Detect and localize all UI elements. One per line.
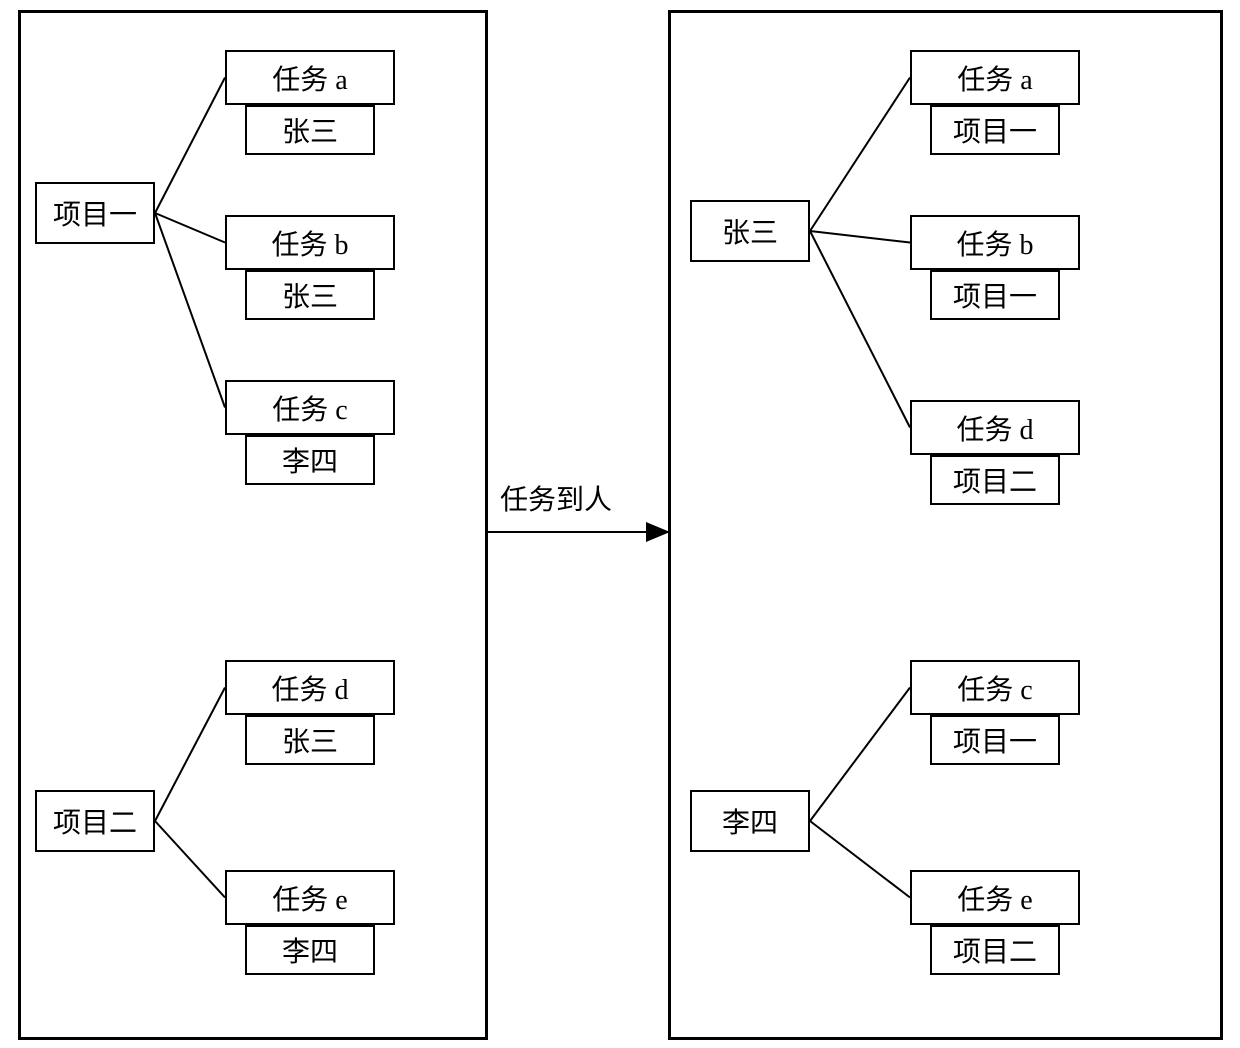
node-L_task_c: 任务 c xyxy=(225,380,395,435)
node-L_task_b: 任务 b xyxy=(225,215,395,270)
node-R_sub_e2: 项目二 xyxy=(930,925,1060,975)
node-L_sub_d: 张三 xyxy=(245,715,375,765)
node-L_task_d: 任务 d xyxy=(225,660,395,715)
diagram-canvas: 任务到人 项目一任务 a张三任务 b张三任务 c李四项目二任务 d张三任务 e李… xyxy=(0,0,1240,1048)
node-L_task_e: 任务 e xyxy=(225,870,395,925)
arrow-label: 任务到人 xyxy=(500,478,612,518)
node-R_task_d2: 任务 d xyxy=(910,400,1080,455)
node-R_sub_c2: 项目一 xyxy=(930,715,1060,765)
node-R_sub_b: 项目一 xyxy=(930,270,1060,320)
node-R_task_c2: 任务 c xyxy=(910,660,1080,715)
node-R_task_e2: 任务 e xyxy=(910,870,1080,925)
node-L_sub_b: 张三 xyxy=(245,270,375,320)
node-R_zhang: 张三 xyxy=(690,200,810,262)
node-R_sub_a: 项目一 xyxy=(930,105,1060,155)
node-L_proj1: 项目一 xyxy=(35,182,155,244)
node-L_sub_a: 张三 xyxy=(245,105,375,155)
node-R_sub_d2: 项目二 xyxy=(930,455,1060,505)
node-R_task_a: 任务 a xyxy=(910,50,1080,105)
node-R_task_b: 任务 b xyxy=(910,215,1080,270)
node-L_sub_e: 李四 xyxy=(245,925,375,975)
node-R_li: 李四 xyxy=(690,790,810,852)
node-L_sub_c: 李四 xyxy=(245,435,375,485)
node-L_proj2: 项目二 xyxy=(35,790,155,852)
node-L_task_a: 任务 a xyxy=(225,50,395,105)
